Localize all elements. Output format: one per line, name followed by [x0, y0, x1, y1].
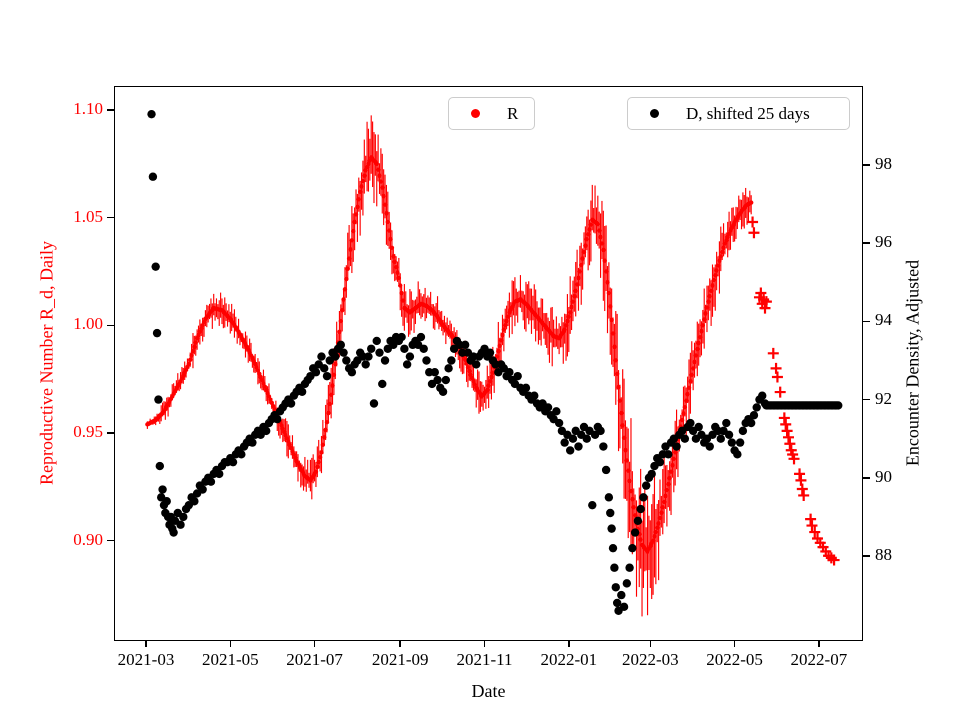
- y-right-tick-mark: [862, 242, 870, 244]
- y-right-tick-mark: [862, 164, 870, 166]
- y-right-tick-label: 90: [875, 466, 892, 486]
- x-tick-label: 2021-11: [456, 650, 513, 669]
- y-left-tick-label: 0.95: [73, 421, 103, 441]
- x-tick-mark: [399, 640, 401, 647]
- x-tick-label: 2022-01: [540, 650, 598, 669]
- x-tick-label: 2021-03: [117, 650, 175, 669]
- legend-d: D, shifted 25 days: [627, 97, 850, 130]
- y-right-tick-label: 92: [875, 388, 892, 408]
- x-tick-mark: [818, 640, 820, 647]
- plot-area: [114, 86, 863, 641]
- y-left-tick-mark: [107, 216, 115, 219]
- legend-r-label: R: [507, 103, 519, 123]
- legend-d-label: D, shifted 25 days: [686, 103, 810, 123]
- y-left-tick-mark: [107, 539, 115, 542]
- y-left-tick-label: 1.00: [73, 314, 103, 334]
- y-right-tick-label: 96: [875, 232, 892, 252]
- legend-r-marker-icon: [471, 109, 480, 118]
- y-right-tick-label: 98: [875, 154, 892, 173]
- y-right-tick-mark: [862, 477, 870, 479]
- x-axis-label: Date: [471, 681, 506, 701]
- x-tick-mark: [649, 640, 652, 647]
- y-right-tick-mark: [862, 555, 870, 557]
- x-tick-label: 2022-05: [706, 650, 763, 669]
- legend-r: R: [448, 97, 535, 130]
- x-tick-label: 2022-03: [621, 650, 679, 669]
- x-tick-label: 2022-07: [790, 650, 848, 669]
- y-right-tick-mark: [862, 320, 870, 323]
- x-tick-mark: [733, 640, 736, 647]
- x-tick-label: 2021-05: [201, 650, 259, 669]
- y-left-tick-label: 1.10: [73, 99, 103, 118]
- y-left-tick-mark: [107, 109, 115, 111]
- y-left-tick-mark: [107, 432, 115, 434]
- y-right-tick-mark: [862, 398, 870, 401]
- x-tick-mark: [483, 640, 486, 647]
- x-tick-label: 2021-07: [286, 650, 343, 669]
- y-right-tick-label: 88: [875, 545, 892, 564]
- y-left-tick-label: 0.90: [73, 529, 103, 549]
- y-right-tick-label: 94: [875, 310, 892, 330]
- y-axis-label-left: Reproductive Number R_d, Daily: [36, 241, 57, 485]
- x-tick-mark: [313, 640, 316, 647]
- x-tick-label: 2021-09: [371, 650, 429, 669]
- x-tick-mark: [229, 640, 232, 647]
- x-tick-mark: [568, 640, 570, 647]
- y-left-tick-mark: [107, 324, 115, 327]
- y-axis-label-right: Encounter Density, Adjusted: [902, 259, 923, 467]
- legend-d-marker-icon: [650, 109, 659, 118]
- y-left-tick-label: 1.05: [73, 206, 103, 226]
- x-tick-mark: [145, 640, 147, 647]
